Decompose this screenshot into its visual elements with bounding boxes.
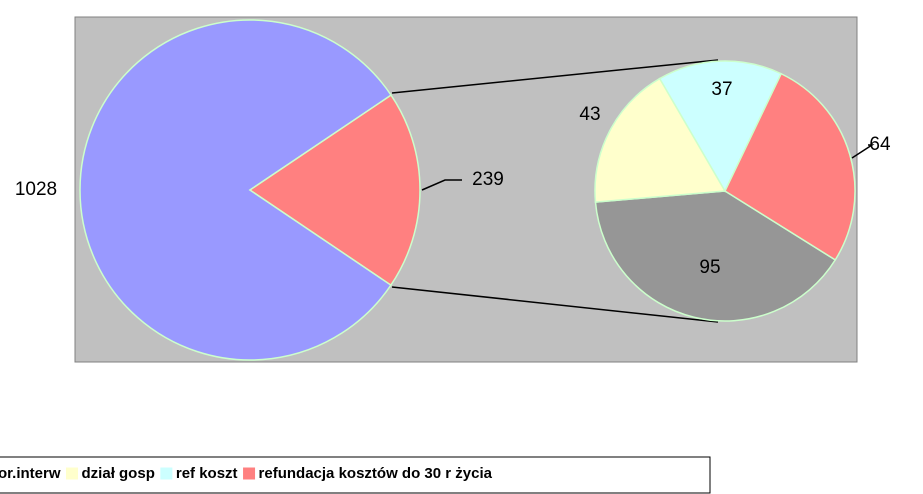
pie-slice <box>594 190 837 322</box>
legend-marker <box>66 467 79 480</box>
data-label: 64 <box>869 134 891 155</box>
leader-line <box>421 179 462 191</box>
legend-label: ref koszt <box>176 465 238 482</box>
data-label: 95 <box>699 257 720 278</box>
data-label: 37 <box>711 79 732 100</box>
legend-label: refundacja kosztów do 30 r życia <box>259 465 493 482</box>
leader-line <box>851 144 875 159</box>
pie-slice <box>724 72 856 261</box>
data-label: 1028 <box>15 179 57 200</box>
pie-slice <box>658 60 783 193</box>
legend-marker <box>160 467 173 480</box>
pie-slice <box>248 94 421 287</box>
legend-box <box>0 456 711 494</box>
legend-label: dział gosp <box>82 465 155 482</box>
pie-slice <box>79 19 393 361</box>
pie-slice <box>594 77 727 203</box>
legend-marker <box>243 467 256 480</box>
connector-line <box>391 286 719 323</box>
data-label: 43 <box>579 104 600 125</box>
legend-label: or.interw <box>0 465 61 482</box>
data-label: 239 <box>472 169 504 190</box>
connector-line <box>391 59 719 94</box>
